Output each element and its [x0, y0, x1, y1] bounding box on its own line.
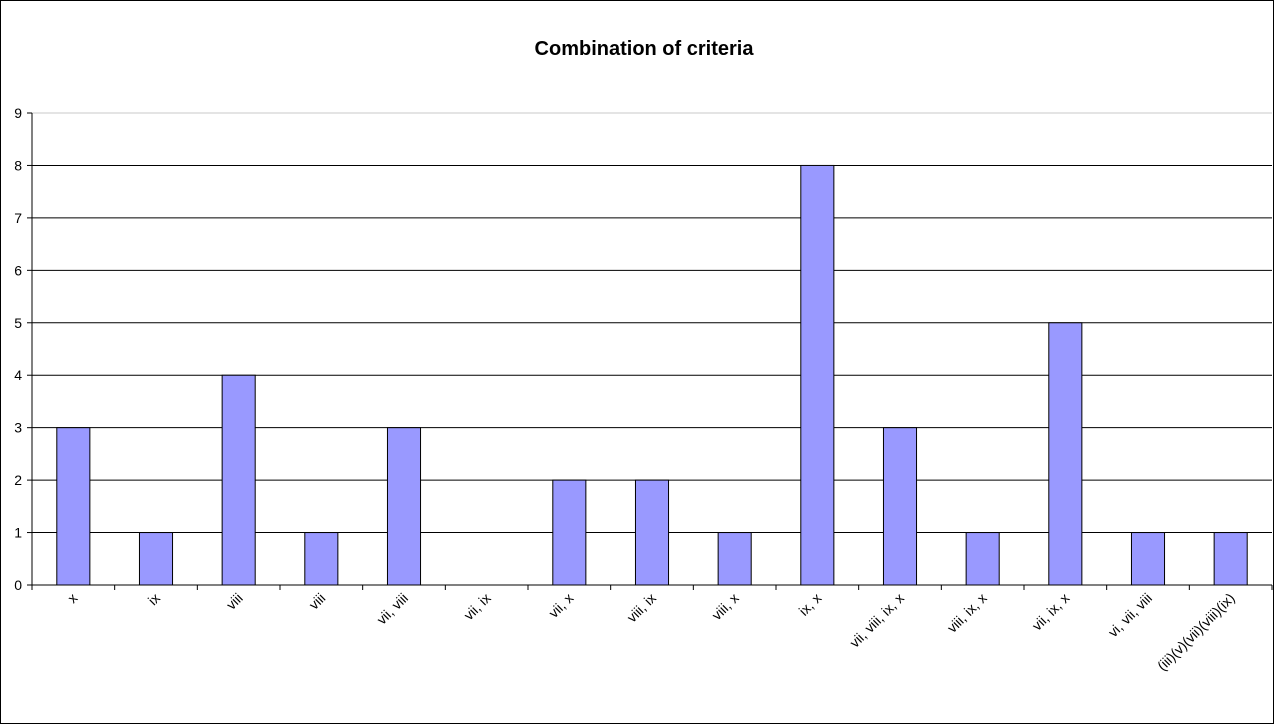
- y-tick-label: 0: [14, 577, 22, 593]
- x-tick-label: (iii)(v)(vii)(viii)(ix): [1154, 590, 1238, 674]
- bar: [1130, 532, 1166, 586]
- x-tick-label: vii, ix, x: [1029, 590, 1073, 634]
- bars: [56, 164, 1248, 586]
- bar: [221, 374, 256, 586]
- y-tick-labels: 0 1 2 3 4 5 6 7 8 9: [14, 105, 22, 593]
- x-tick-label: vii, x: [545, 590, 576, 621]
- bar: [304, 532, 339, 586]
- x-tick-labels: x ix viii viii vii, viii vii, ix vii, x viii, i…: [64, 590, 1238, 674]
- x-tick-label: vi, vii, viii: [1105, 590, 1155, 640]
- bar: [138, 532, 174, 586]
- y-tick-label: 4: [14, 367, 22, 383]
- x-tick-label: ix: [145, 590, 163, 608]
- bar: [882, 427, 918, 586]
- axes: [27, 112, 1273, 590]
- x-tick-label: viii, ix, x: [944, 590, 990, 636]
- bar: [386, 427, 422, 586]
- y-tick-label: 1: [14, 525, 22, 541]
- bar: [717, 532, 752, 586]
- x-tick-label: vii, viii: [373, 590, 411, 628]
- x-tick-label: viii, ix: [624, 590, 660, 626]
- x-tick-label: vii, ix: [460, 590, 493, 623]
- bar: [800, 164, 835, 586]
- x-tick-label: x: [64, 590, 80, 606]
- bar: [552, 479, 587, 586]
- gridlines: [32, 112, 1272, 534]
- x-tick-label: viii: [306, 590, 329, 613]
- bar: [1213, 532, 1248, 586]
- x-tick-label: vii, viii, ix, x: [846, 590, 907, 651]
- y-tick-label: 2: [14, 472, 22, 488]
- y-tick-label: 8: [14, 157, 22, 173]
- x-tick-label: viii: [223, 590, 246, 613]
- y-tick-label: 5: [14, 315, 22, 331]
- y-tick-label: 9: [14, 105, 22, 121]
- bar: [1048, 322, 1083, 586]
- bar: [965, 532, 1000, 586]
- y-tick-label: 3: [14, 420, 22, 436]
- x-tick-label: ix, x: [796, 590, 825, 619]
- y-tick-label: 6: [14, 262, 22, 278]
- y-tick-label: 7: [14, 210, 22, 226]
- x-tick-label: viii, x: [708, 590, 741, 623]
- chart-title: Combination of criteria: [535, 38, 755, 60]
- bar: [56, 427, 91, 586]
- bar: [634, 479, 670, 586]
